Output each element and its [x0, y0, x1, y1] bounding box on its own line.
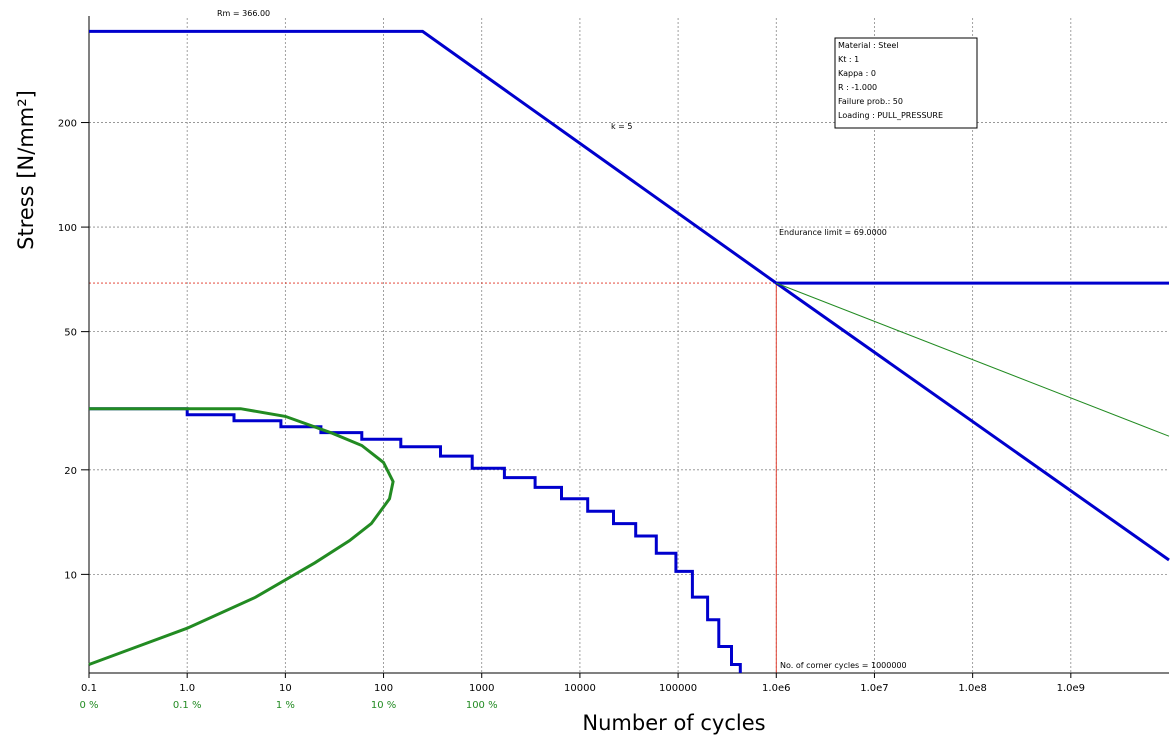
series-group — [88, 29, 1170, 673]
x-tick-label: 1.0e6 — [762, 683, 790, 694]
slope-annotation: k = 5 — [611, 122, 633, 131]
info-box-line: R : -1.000 — [838, 83, 877, 92]
y-tick-label: 50 — [64, 328, 77, 339]
info-box: Material : Steel Kt : 1 Kappa : 0 R : -1.00… — [834, 37, 978, 129]
percent-tick-label: 0.1 % — [173, 700, 202, 711]
info-box-line: Loading : PULL_PRESSURE — [838, 111, 943, 120]
percent-tick-label: 10 % — [371, 700, 396, 711]
x-tick-label: 1.0e9 — [1057, 683, 1085, 694]
series-line-3 — [776, 282, 1170, 437]
series-line-5 — [88, 407, 395, 666]
x-axis-title: Number of cycles — [582, 711, 765, 735]
info-box-frame — [834, 37, 978, 129]
percent-tick-label: 100 % — [466, 700, 498, 711]
x-tick-label: 1.0 — [179, 683, 195, 694]
percent-tick-label: 1 % — [276, 700, 295, 711]
x-tick-label: 100000 — [659, 683, 697, 694]
y-tick-label: 10 — [64, 570, 77, 581]
y-axis-title: Stress [N/mm²] — [14, 90, 38, 250]
y-tick-label: 200 — [58, 119, 77, 130]
endurance-annotation: Endurance limit = 69.0000 — [779, 228, 887, 237]
x-tick-label: 1000 — [469, 683, 494, 694]
info-box-line: Failure prob.: 50 — [838, 97, 903, 106]
x-tick-label: 10000 — [564, 683, 596, 694]
x-tick-label: 1.0e7 — [860, 683, 888, 694]
rm-annotation: Rm = 366.00 — [217, 9, 270, 18]
series-line-1 — [89, 29, 1169, 285]
info-box-line: Material : Steel — [838, 41, 899, 50]
x-tick-label: 10 — [279, 683, 292, 694]
x-tick-label: 1.0e8 — [958, 683, 986, 694]
info-box-line: Kappa : 0 — [838, 69, 876, 78]
y-tick-label: 100 — [58, 223, 77, 234]
series-line-4 — [89, 407, 742, 673]
annotations: Rm = 366.00 k = 5 Endurance limit = 69.0… — [217, 9, 907, 670]
y-tick-label: 20 — [64, 466, 77, 477]
corner-cycles-annotation: No. of corner cycles = 1000000 — [780, 661, 907, 670]
x-tick-label: 0.1 — [81, 683, 97, 694]
percent-tick-label: 0 % — [79, 700, 98, 711]
axes — [81, 16, 1169, 678]
info-box-line: Kt : 1 — [838, 55, 859, 64]
x-tick-label: 100 — [374, 683, 393, 694]
series-line-2 — [775, 281, 1170, 562]
tick-labels: 0.1 1.0 10 100 1000 10000 100000 1.0e6 1.0e7 1.0e… — [58, 119, 1085, 711]
grid — [89, 18, 1169, 673]
